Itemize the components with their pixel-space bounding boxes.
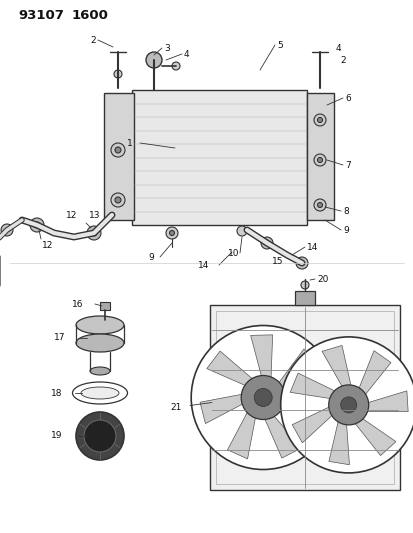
Circle shape (254, 389, 271, 407)
Polygon shape (357, 391, 407, 411)
Text: 9: 9 (148, 253, 154, 262)
Circle shape (114, 70, 122, 78)
Polygon shape (348, 414, 395, 456)
Circle shape (76, 412, 124, 460)
Polygon shape (321, 345, 352, 395)
Bar (216, 311, 393, 484)
Bar (209, 305, 399, 490)
Circle shape (111, 193, 125, 207)
Polygon shape (290, 373, 343, 400)
Text: 12: 12 (66, 211, 78, 220)
Polygon shape (199, 392, 252, 424)
Circle shape (34, 222, 40, 228)
Bar (104, 93, 134, 220)
Circle shape (115, 197, 121, 203)
Polygon shape (328, 412, 349, 465)
Text: 14: 14 (197, 261, 209, 270)
Bar (132, 90, 306, 225)
Text: 14: 14 (306, 243, 318, 252)
Polygon shape (260, 409, 301, 458)
Text: 6: 6 (344, 93, 350, 102)
Text: 13: 13 (89, 211, 100, 220)
Circle shape (87, 226, 101, 240)
Text: 7: 7 (344, 160, 350, 169)
Ellipse shape (76, 334, 124, 352)
Polygon shape (292, 403, 338, 443)
Text: 19: 19 (50, 432, 62, 440)
Circle shape (317, 203, 322, 207)
Circle shape (280, 337, 413, 473)
Text: 4: 4 (335, 44, 341, 52)
Ellipse shape (90, 367, 110, 375)
Ellipse shape (81, 387, 119, 399)
Polygon shape (272, 349, 317, 398)
Circle shape (313, 199, 325, 211)
Circle shape (1, 224, 13, 236)
Circle shape (317, 157, 322, 163)
Text: 18: 18 (50, 389, 62, 398)
Text: 4: 4 (183, 50, 189, 59)
Circle shape (241, 376, 285, 419)
Circle shape (169, 230, 174, 236)
Polygon shape (250, 335, 272, 388)
Circle shape (295, 257, 307, 269)
Circle shape (146, 52, 161, 68)
Polygon shape (355, 351, 390, 402)
Text: 10: 10 (228, 248, 239, 257)
Circle shape (91, 230, 97, 236)
Text: 1600: 1600 (72, 9, 109, 21)
Circle shape (340, 397, 356, 413)
Circle shape (260, 237, 272, 249)
Circle shape (166, 227, 178, 239)
Circle shape (111, 143, 125, 157)
Polygon shape (206, 351, 260, 390)
Text: 21: 21 (170, 403, 182, 412)
Text: 16: 16 (71, 300, 83, 309)
Text: 9: 9 (342, 225, 348, 235)
Polygon shape (270, 399, 326, 421)
Bar (294, 291, 314, 305)
Text: 8: 8 (342, 206, 348, 215)
Circle shape (115, 147, 121, 153)
Text: 17: 17 (53, 334, 65, 343)
Text: 93107: 93107 (18, 9, 64, 21)
Text: 1: 1 (127, 139, 133, 148)
Circle shape (328, 385, 368, 425)
Text: 5: 5 (276, 41, 282, 50)
Text: 15: 15 (271, 256, 283, 265)
Bar (100, 302, 110, 310)
Text: 3: 3 (164, 44, 169, 52)
Circle shape (30, 218, 44, 232)
Circle shape (300, 281, 308, 289)
Circle shape (236, 226, 247, 236)
Text: 12: 12 (42, 240, 53, 249)
Ellipse shape (76, 316, 124, 334)
Polygon shape (227, 403, 257, 459)
Text: 2: 2 (90, 36, 96, 44)
Circle shape (191, 326, 335, 470)
Text: 20: 20 (316, 274, 328, 284)
Circle shape (317, 117, 322, 123)
Ellipse shape (72, 382, 127, 404)
Bar (306, 93, 333, 220)
Circle shape (84, 420, 116, 452)
Circle shape (171, 62, 180, 70)
Circle shape (313, 114, 325, 126)
Text: 2: 2 (339, 55, 345, 64)
Circle shape (313, 154, 325, 166)
